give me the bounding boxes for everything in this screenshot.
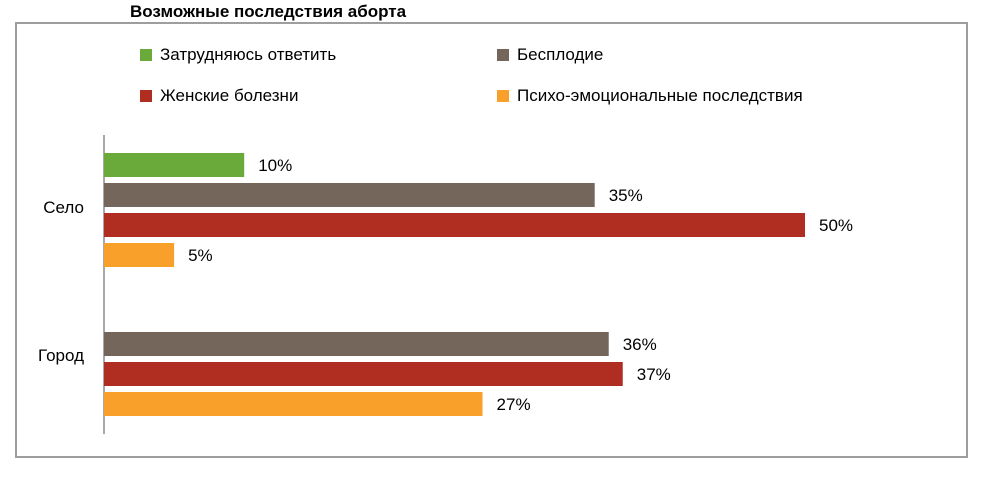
- legend-label: Женские болезни: [160, 86, 299, 105]
- legend-item-infertility: Бесплодие: [497, 45, 603, 65]
- bar: [104, 243, 175, 267]
- data-label: 27%: [497, 395, 531, 414]
- legend-label: Психо-эмоциональные последствия: [517, 86, 803, 105]
- bar: [104, 392, 483, 416]
- legend-item-female-diseases: Женские болезни: [140, 86, 298, 106]
- legend-swatch: [140, 49, 152, 61]
- legend-swatch: [497, 90, 509, 102]
- bar: [104, 362, 623, 386]
- bar: [104, 153, 245, 177]
- legend-label: Бесплодие: [517, 45, 604, 64]
- data-label: 37%: [637, 365, 671, 384]
- category-label: Село: [43, 198, 84, 217]
- bar: [104, 213, 805, 237]
- bar: [104, 183, 595, 207]
- data-label: 35%: [609, 186, 643, 205]
- legend-label: Затрудняюсь ответить: [160, 45, 337, 64]
- category-label: Город: [38, 346, 84, 365]
- bar: [104, 332, 609, 356]
- data-label: 36%: [623, 335, 657, 354]
- data-label: 5%: [188, 246, 213, 265]
- data-label: 50%: [819, 216, 853, 235]
- data-label: 10%: [258, 156, 292, 175]
- legend-item-hard-to-say: Затрудняюсь ответить: [140, 45, 336, 65]
- legend-swatch: [140, 90, 152, 102]
- legend-item-psycho-emotional: Психо-эмоциональные последствия: [497, 86, 803, 106]
- chart-frame: [15, 22, 968, 458]
- legend-swatch: [497, 49, 509, 61]
- chart-title: Возможные последствия аборта: [130, 2, 407, 21]
